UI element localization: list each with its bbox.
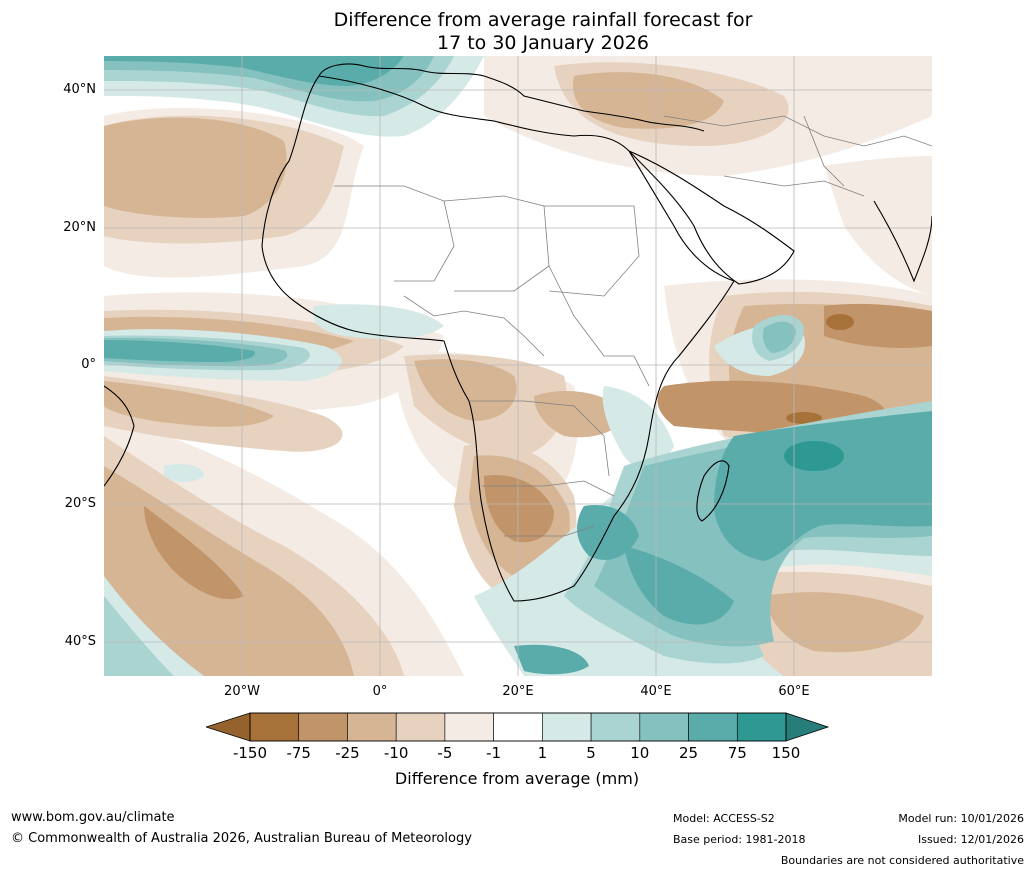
legend-tick-label: -1	[486, 744, 502, 762]
anomaly-strong-wet	[104, 56, 932, 675]
coastlines	[104, 63, 932, 602]
legend-swatch	[249, 712, 300, 742]
legend-tick-label: -150	[232, 744, 268, 762]
legend-tick-label: -75	[286, 744, 311, 762]
lat-label-40s: 40°S	[64, 634, 96, 649]
legend-swatch	[542, 712, 592, 742]
legend-swatch	[639, 712, 689, 742]
footer-website: www.bom.gov.au/climate	[11, 810, 175, 825]
lat-label-20s: 20°S	[64, 496, 96, 511]
legend-tick-label: -10	[383, 744, 409, 762]
rainfall-anomaly-map	[104, 56, 932, 676]
legend-tick-label: 1	[537, 744, 548, 762]
legend-high-extend	[785, 712, 830, 742]
lon-label-20w: 20°W	[224, 684, 260, 699]
legend-tick-label: 150	[771, 744, 801, 762]
legend-swatch	[298, 712, 348, 742]
legend-swatch	[444, 712, 494, 742]
legend-tick-label: -25	[335, 744, 360, 762]
legend-tick-label: 75	[727, 744, 747, 762]
lon-label-60e: 60°E	[778, 684, 810, 699]
legend-frame	[249, 712, 787, 742]
legend-swatch	[347, 712, 397, 742]
anomaly-extreme-wet	[784, 441, 844, 471]
lat-label-20n: 20°N	[63, 220, 96, 235]
legend-swatch	[493, 712, 543, 742]
footer-issued: Issued: 12/01/2026	[917, 833, 1024, 846]
color-legend-bar	[204, 712, 830, 742]
chart-title: Difference from average rainfall forecas…	[0, 9, 1035, 55]
legend-tick-label: -5	[437, 744, 453, 762]
lon-label-40e: 40°E	[640, 684, 672, 699]
footer-copyright: © Commonwealth of Australia 2026, Austra…	[11, 831, 472, 846]
legend-swatch	[736, 712, 787, 742]
color-legend	[204, 712, 830, 746]
anomaly-extreme-dry	[786, 314, 854, 424]
map-canvas	[104, 56, 932, 676]
map-gridlines	[104, 56, 932, 676]
legend-title: Difference from average (mm)	[394, 769, 640, 788]
legend-low-extend	[204, 712, 251, 742]
legend-tick-label: 10	[630, 744, 650, 762]
legend-swatch	[590, 712, 641, 742]
lon-label-20e: 20°E	[502, 684, 534, 699]
country-borders	[334, 115, 932, 537]
lat-label-0: 0°	[81, 357, 96, 372]
footer-disclaimer: Boundaries are not considered authoritat…	[780, 854, 1024, 867]
footer-base-period: Base period: 1981-2018	[673, 833, 806, 846]
footer-model: Model: ACCESS-S2	[673, 812, 775, 825]
title-line-1: Difference from average rainfall forecas…	[333, 9, 753, 31]
lon-label-0: 0°	[372, 684, 388, 699]
legend-swatch	[395, 712, 446, 742]
legend-swatch	[688, 712, 738, 742]
footer-model-run: Model run: 10/01/2026	[898, 812, 1024, 825]
lat-label-40n: 40°N	[63, 82, 96, 97]
legend-tick-label: 25	[678, 744, 699, 762]
legend-tick-label: 5	[586, 744, 596, 762]
title-line-2: 17 to 30 January 2026	[437, 32, 649, 54]
